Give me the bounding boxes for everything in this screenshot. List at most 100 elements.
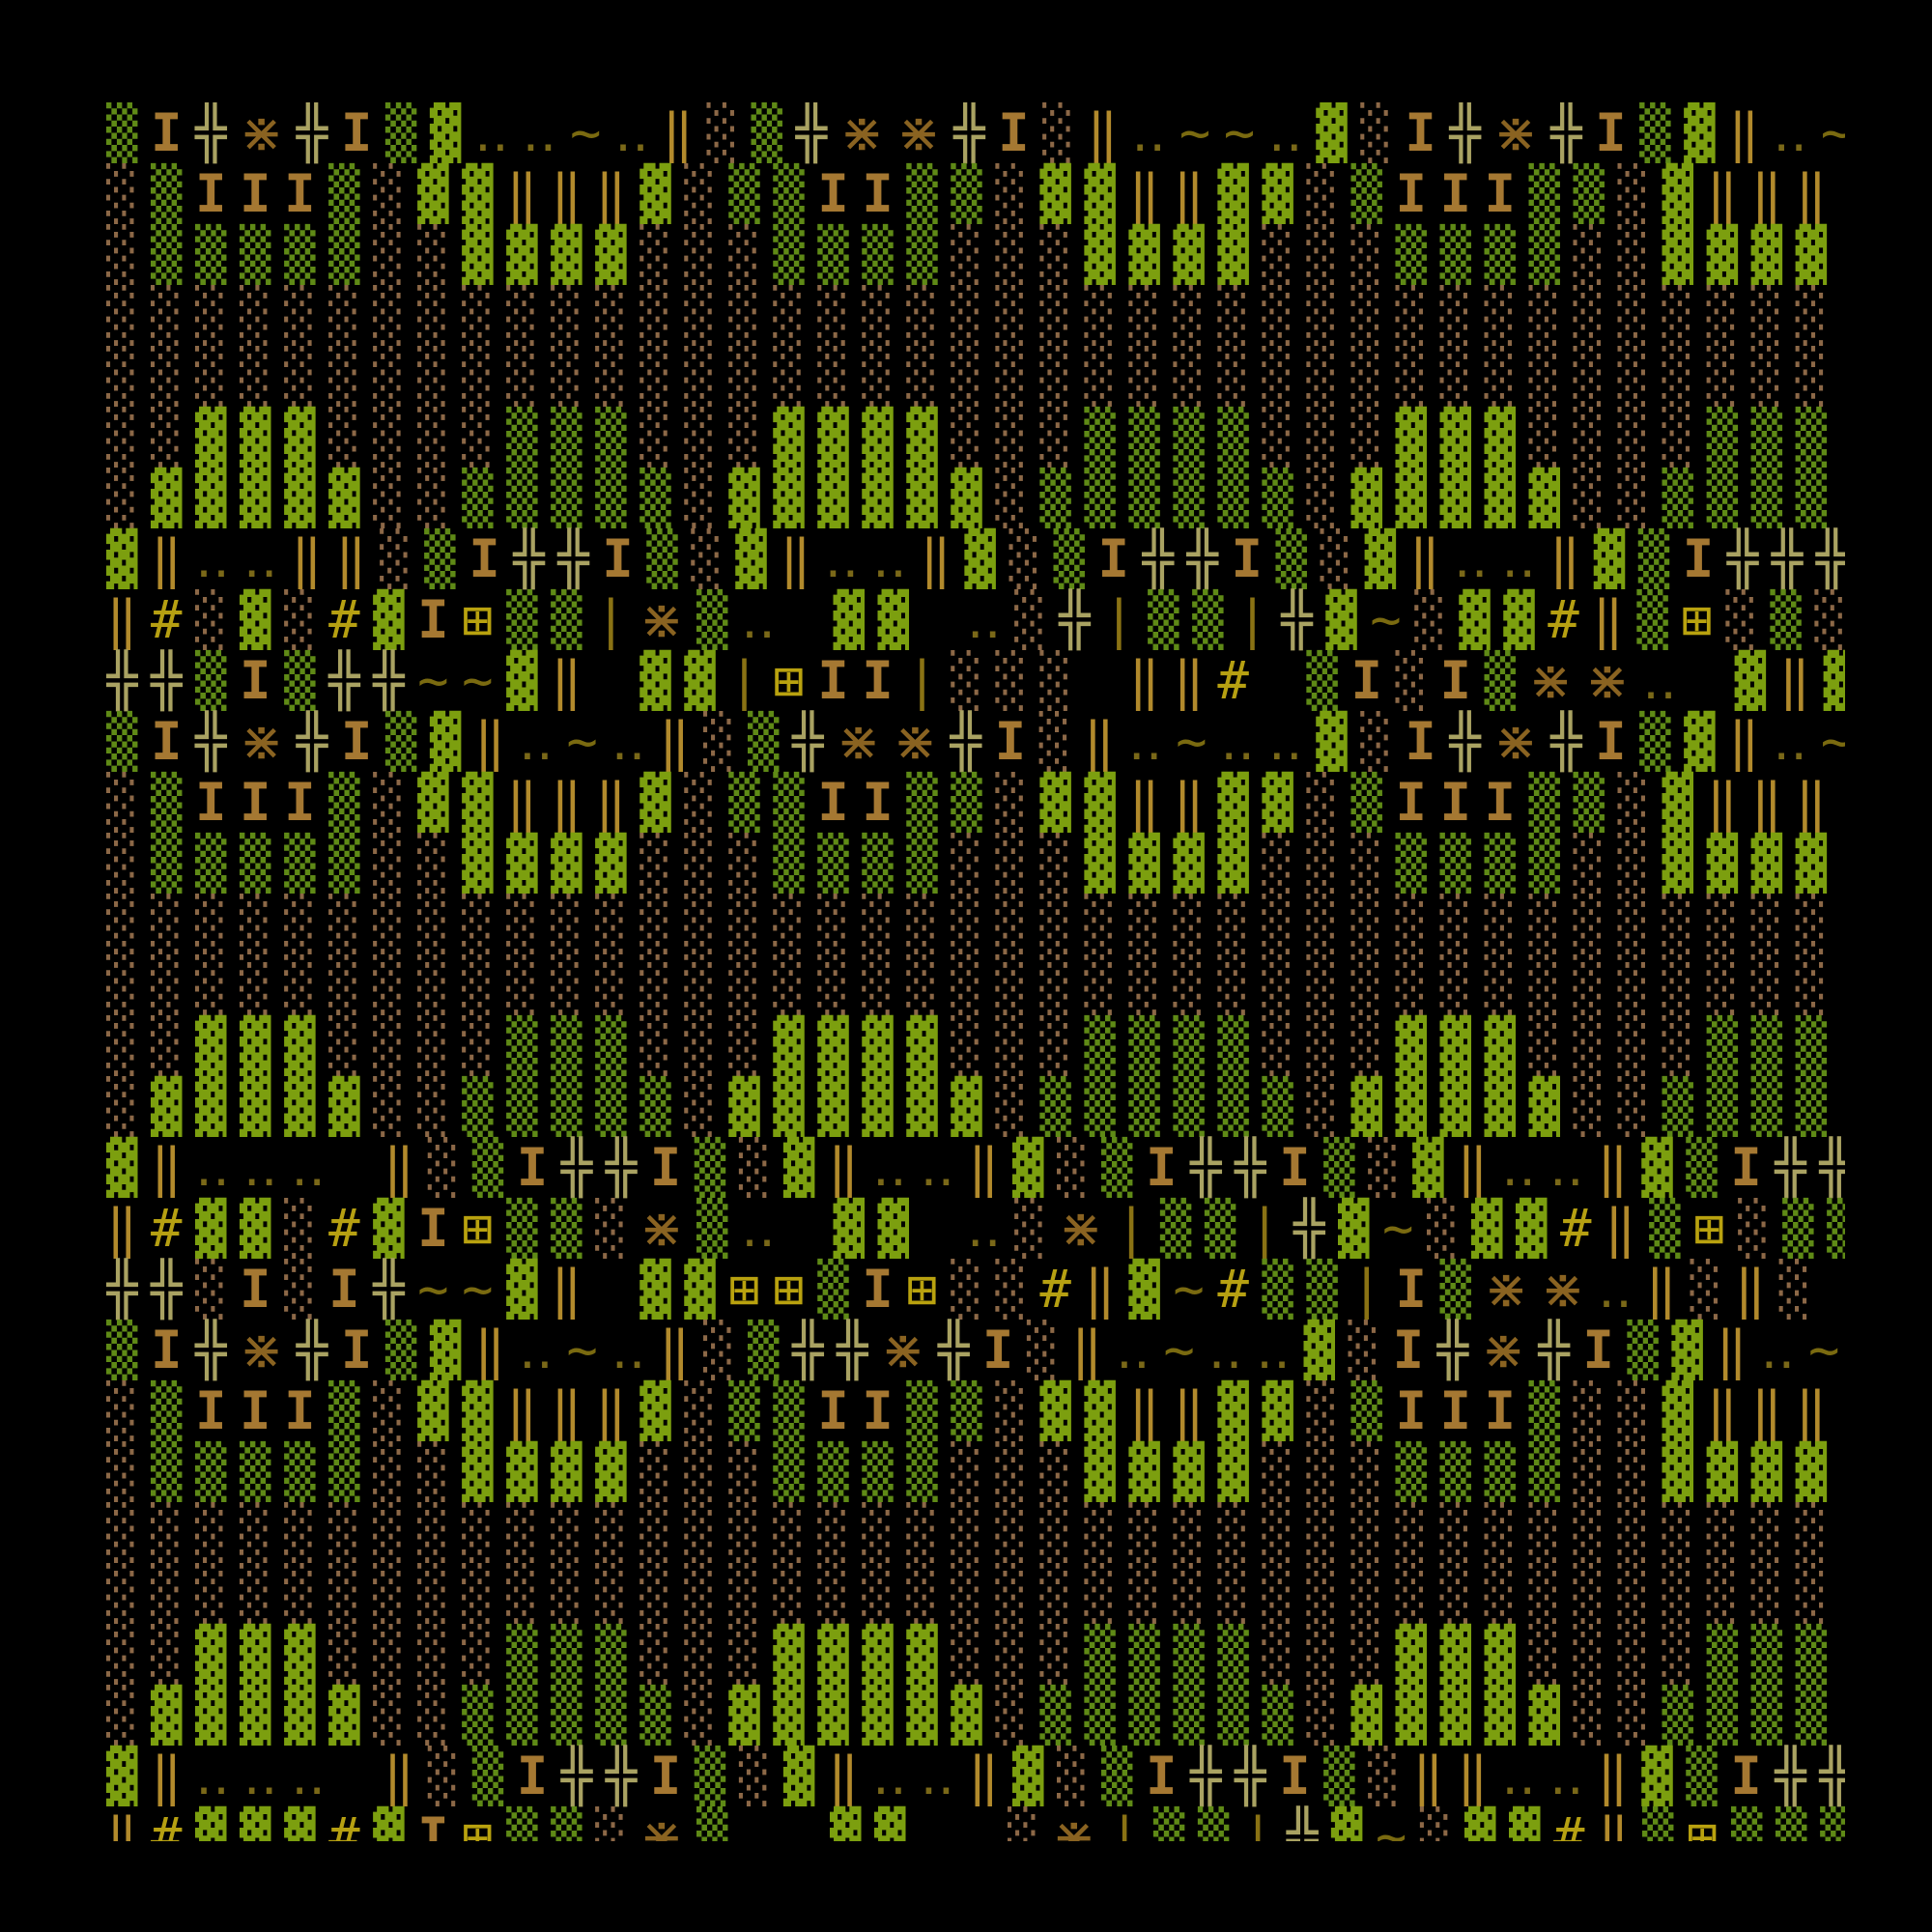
glyph: ░ bbox=[417, 407, 463, 468]
glyph: ░ bbox=[106, 1563, 152, 1624]
glyph: ╬ bbox=[605, 1137, 650, 1198]
glyph: ░ bbox=[106, 1685, 152, 1746]
glyph: ░ bbox=[106, 1076, 152, 1137]
glyph: ▓ bbox=[1795, 1441, 1840, 1502]
glyph: ▒ bbox=[1053, 528, 1098, 589]
glyph: ▓ bbox=[1484, 1015, 1529, 1076]
glyph: ░ bbox=[995, 163, 1040, 224]
glyph: ╬ bbox=[1436, 1320, 1482, 1380]
glyph: ░ bbox=[106, 346, 152, 407]
glyph: I bbox=[1392, 1320, 1437, 1380]
glyph: ░ bbox=[995, 468, 1040, 528]
glyph: ▒ bbox=[1350, 163, 1396, 224]
glyph: ░ bbox=[1262, 894, 1307, 954]
glyph: ▓ bbox=[773, 1624, 818, 1685]
glyph: ░ bbox=[1306, 1015, 1351, 1076]
glyph: ▓ bbox=[240, 589, 285, 650]
glyph: ▒ bbox=[506, 1198, 552, 1259]
glyph: ╬ bbox=[937, 1320, 982, 1380]
glyph: ░ bbox=[373, 1563, 418, 1624]
glyph: ‖ bbox=[551, 1259, 596, 1320]
glyph: ░ bbox=[906, 1563, 952, 1624]
glyph: ‖ bbox=[1706, 772, 1751, 833]
glyph: ░ bbox=[995, 285, 1040, 346]
glyph-row: ░▒III▒░▓▓‖‖‖▓░▒▒II▒▒░▓▓‖‖▓▓░▒III▒░░▓‖‖‖ bbox=[106, 1380, 1840, 1441]
glyph: ▓ bbox=[1484, 1685, 1529, 1746]
glyph: ░ bbox=[1662, 954, 1707, 1015]
glyph: ╬ bbox=[1293, 1198, 1338, 1259]
glyph: ‥ bbox=[613, 102, 663, 163]
glyph: I bbox=[1439, 650, 1485, 711]
glyph: ‥ bbox=[1220, 711, 1268, 772]
glyph: ░ bbox=[1368, 1137, 1413, 1198]
glyph: ▓ bbox=[874, 1806, 920, 1841]
glyph: ▓ bbox=[1337, 1198, 1382, 1259]
glyph: ▒ bbox=[639, 468, 685, 528]
glyph: ‥ bbox=[242, 1746, 292, 1806]
glyph: ▓ bbox=[1262, 1380, 1307, 1441]
glyph: ░ bbox=[595, 1502, 640, 1563]
glyph: ‖ bbox=[335, 528, 381, 589]
glyph: ‖ bbox=[473, 1320, 519, 1380]
glyph bbox=[789, 589, 834, 650]
glyph: ‥ bbox=[1131, 102, 1179, 163]
glyph: ░ bbox=[1706, 894, 1751, 954]
glyph: I bbox=[1439, 772, 1485, 833]
glyph: | bbox=[906, 650, 952, 711]
glyph: ░ bbox=[1008, 1806, 1053, 1841]
glyph: ░ bbox=[417, 1685, 463, 1746]
glyph: ░ bbox=[1617, 163, 1662, 224]
glyph: ⊞ bbox=[462, 1806, 507, 1841]
glyph: ▒ bbox=[1686, 1137, 1731, 1198]
glyph: ‖ bbox=[658, 711, 703, 772]
glyph: ░ bbox=[1128, 954, 1174, 1015]
glyph: ╬ bbox=[557, 528, 603, 589]
glyph: ⋇ bbox=[837, 711, 894, 772]
glyph: ▒ bbox=[1573, 772, 1618, 833]
glyph: ▒ bbox=[906, 1380, 952, 1441]
glyph: ░ bbox=[1084, 346, 1129, 407]
glyph: I bbox=[195, 163, 241, 224]
glyph: ▒ bbox=[151, 772, 196, 833]
glyph: ‖ bbox=[1457, 1746, 1502, 1806]
glyph: ▓ bbox=[728, 1685, 774, 1746]
glyph: ▓ bbox=[284, 1624, 329, 1685]
glyph: ░ bbox=[284, 954, 329, 1015]
glyph: ▓ bbox=[817, 468, 863, 528]
glyph: ▒ bbox=[1275, 528, 1321, 589]
glyph: ░ bbox=[639, 1441, 685, 1502]
glyph: ╬ bbox=[1286, 1806, 1331, 1841]
glyph: ▒ bbox=[1262, 468, 1307, 528]
glyph: ▒ bbox=[748, 711, 793, 772]
glyph: ▓ bbox=[462, 224, 507, 285]
glyph: ~ bbox=[569, 102, 614, 163]
glyph: ░ bbox=[328, 1563, 374, 1624]
glyph: ▓ bbox=[817, 1015, 863, 1076]
glyph: ╬ bbox=[837, 1320, 882, 1380]
glyph: ▓ bbox=[195, 1076, 241, 1137]
glyph: # bbox=[1039, 1259, 1085, 1320]
glyph: ░ bbox=[106, 285, 152, 346]
glyph: ░ bbox=[1573, 1015, 1618, 1076]
glyph: ▓ bbox=[862, 407, 907, 468]
glyph-row: ░░░░░░░░░░░░░░░░░░░░░░░░░░░░░░░░░░░░░░░ bbox=[106, 1502, 1840, 1563]
glyph: ░ bbox=[151, 1563, 196, 1624]
glyph: ▒ bbox=[773, 1441, 818, 1502]
glyph: ▓ bbox=[735, 528, 781, 589]
glyph: ░ bbox=[906, 1502, 952, 1563]
glyph: ╬ bbox=[1449, 102, 1494, 163]
glyph: ░ bbox=[284, 285, 329, 346]
glyph: ‖ bbox=[1605, 1198, 1650, 1259]
glyph: ▒ bbox=[195, 833, 241, 894]
glyph: ▒ bbox=[906, 224, 952, 285]
glyph: ░ bbox=[1128, 346, 1174, 407]
glyph: ▓ bbox=[951, 468, 996, 528]
glyph: ░ bbox=[639, 1563, 685, 1624]
glyph: ▒ bbox=[1084, 407, 1129, 468]
glyph: I bbox=[649, 1137, 695, 1198]
glyph: ░ bbox=[1573, 1685, 1618, 1746]
glyph: ╬ bbox=[1550, 711, 1596, 772]
glyph: ▓ bbox=[862, 1685, 907, 1746]
glyph: ▒ bbox=[1706, 1015, 1751, 1076]
glyph: ░ bbox=[951, 1441, 996, 1502]
